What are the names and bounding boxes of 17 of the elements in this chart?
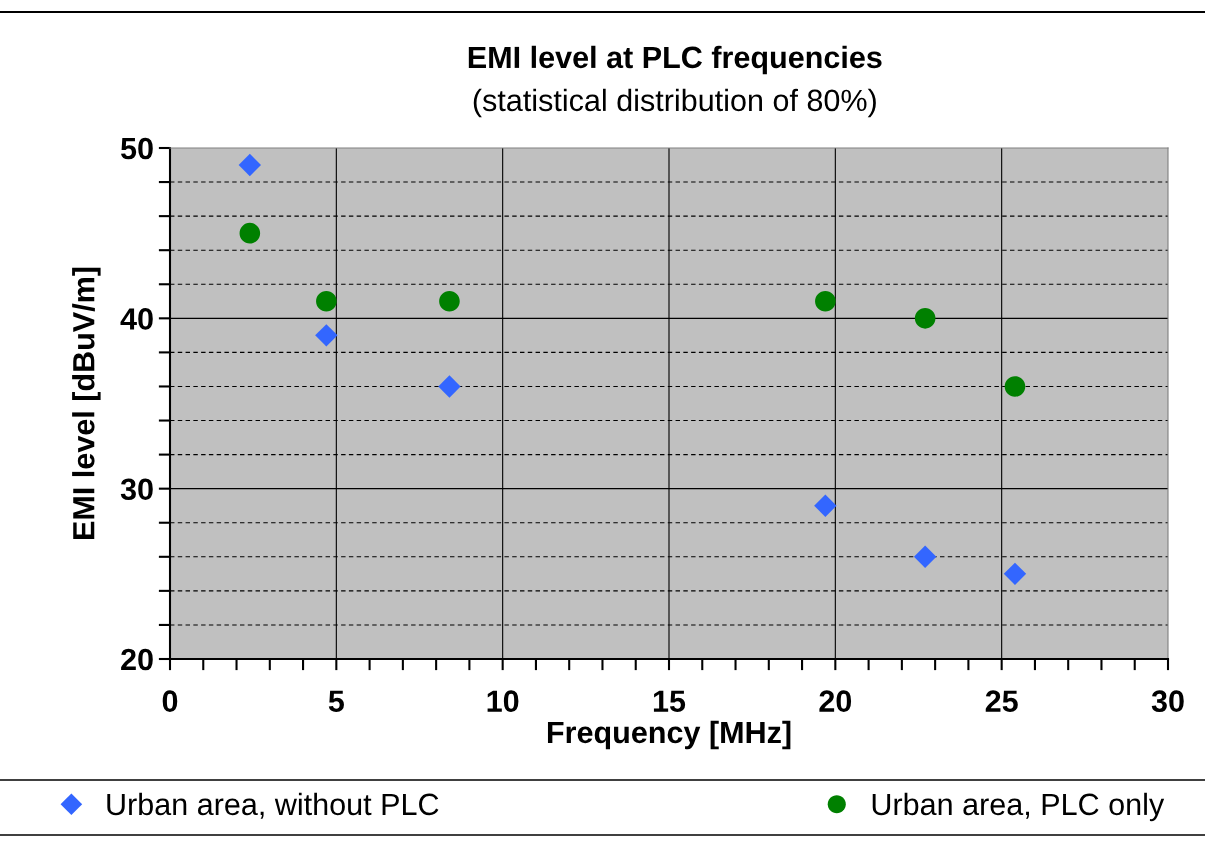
- x-tick-label: 15: [653, 690, 686, 712]
- x-axis-title: Frequency [MHz]: [547, 720, 791, 750]
- x-tick-label: 30: [1151, 690, 1184, 713]
- y-axis-title: EMI level [dBuV/m]: [72, 267, 101, 539]
- x-tick-label: 20: [819, 690, 852, 712]
- x-tick-label: 0: [162, 690, 178, 712]
- y-tick-label: 50: [120, 137, 153, 160]
- legend-label: Urban area, without PLC: [107, 792, 439, 819]
- x-tick-label: 5: [328, 690, 344, 712]
- chart-title: EMI level at PLC frequencies: [468, 45, 882, 75]
- legend-label: Urban area, PLC only: [872, 792, 1165, 822]
- x-tick-label: 10: [487, 690, 519, 712]
- y-tick-label: 40: [120, 308, 153, 330]
- y-tick-label: 20: [121, 648, 153, 671]
- x-tick-label: 25: [985, 690, 1018, 712]
- chart-subtitle: (statistical distribution of 80%): [473, 88, 876, 118]
- y-tick-label: 30: [120, 478, 153, 501]
